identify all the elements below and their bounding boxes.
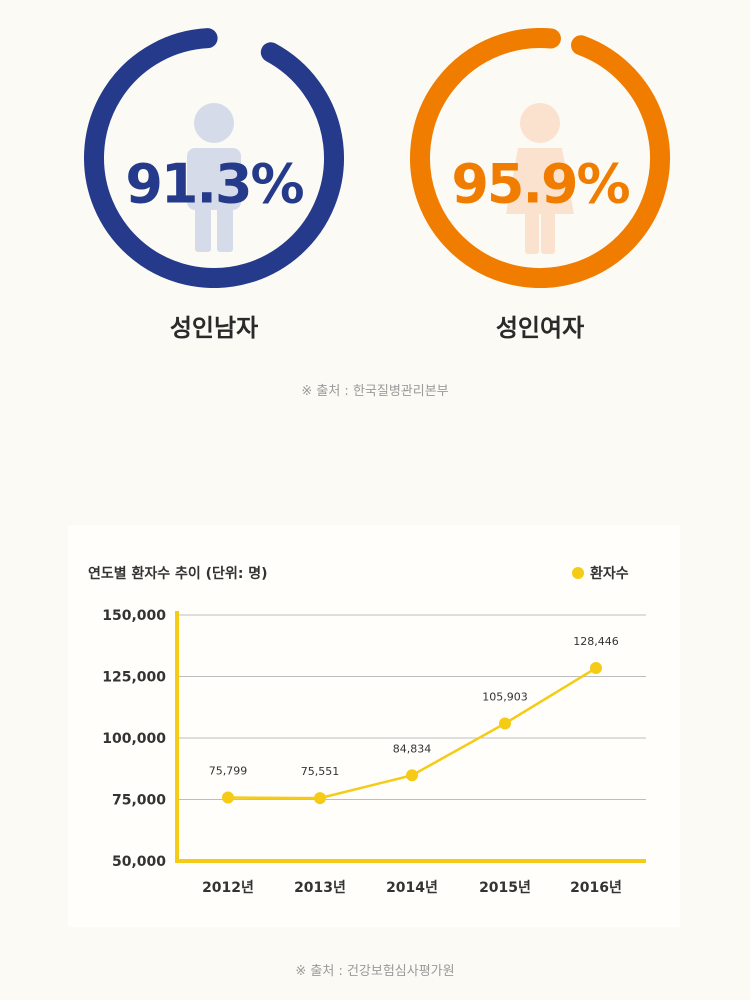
- data-point: [222, 791, 234, 804]
- data-label: 75,551: [301, 765, 340, 778]
- source-bottom: ※ 출처 : 건강보험심사평가원: [295, 964, 455, 979]
- data-point: [590, 662, 602, 675]
- female-percentage: 95.9%: [451, 153, 629, 216]
- legend-dot-icon: [572, 567, 584, 579]
- man-silhouette-icon: [187, 103, 241, 252]
- woman-silhouette-icon: [506, 103, 574, 254]
- data-label: 75,799: [209, 765, 248, 778]
- x-tick-label: 2016년: [570, 880, 622, 896]
- source-top: ※ 출처 : 한국질병관리본부: [301, 384, 449, 399]
- male-label: 성인남자: [169, 314, 259, 342]
- data-point: [499, 717, 511, 730]
- data-label: 128,446: [573, 635, 619, 648]
- data-point: [314, 792, 326, 805]
- female-label: 성인여자: [495, 314, 585, 342]
- chart-title: 연도별 환자수 추이 (단위: 명): [88, 566, 268, 582]
- y-tick-label: 125,000: [102, 670, 166, 686]
- y-tick-label: 100,000: [102, 731, 166, 747]
- data-label: 84,834: [393, 742, 432, 755]
- female-ring-arc: [410, 28, 670, 288]
- adult-male-stat: 91.3% 성인남자: [74, 28, 354, 343]
- male-ring-arc: [84, 28, 344, 288]
- x-tick-label: 2012년: [202, 880, 254, 896]
- y-tick-label: 75,000: [112, 793, 166, 809]
- x-tick-label: 2013년: [294, 880, 346, 896]
- data-point: [406, 769, 418, 782]
- y-tick-label: 50,000: [112, 854, 166, 870]
- male-ring-chart: 91.3%: [84, 28, 344, 288]
- adult-female-stat: 95.9% 성인여자: [400, 28, 680, 343]
- data-label: 105,903: [482, 690, 528, 703]
- x-tick-label: 2015년: [479, 880, 531, 896]
- chart-legend: 환자수: [572, 563, 629, 583]
- legend-label: 환자수: [590, 566, 629, 582]
- male-percentage: 91.3%: [125, 153, 303, 216]
- y-tick-label: 150,000: [102, 608, 166, 624]
- female-ring-chart: 95.9%: [410, 28, 670, 288]
- x-tick-label: 2014년: [386, 880, 438, 896]
